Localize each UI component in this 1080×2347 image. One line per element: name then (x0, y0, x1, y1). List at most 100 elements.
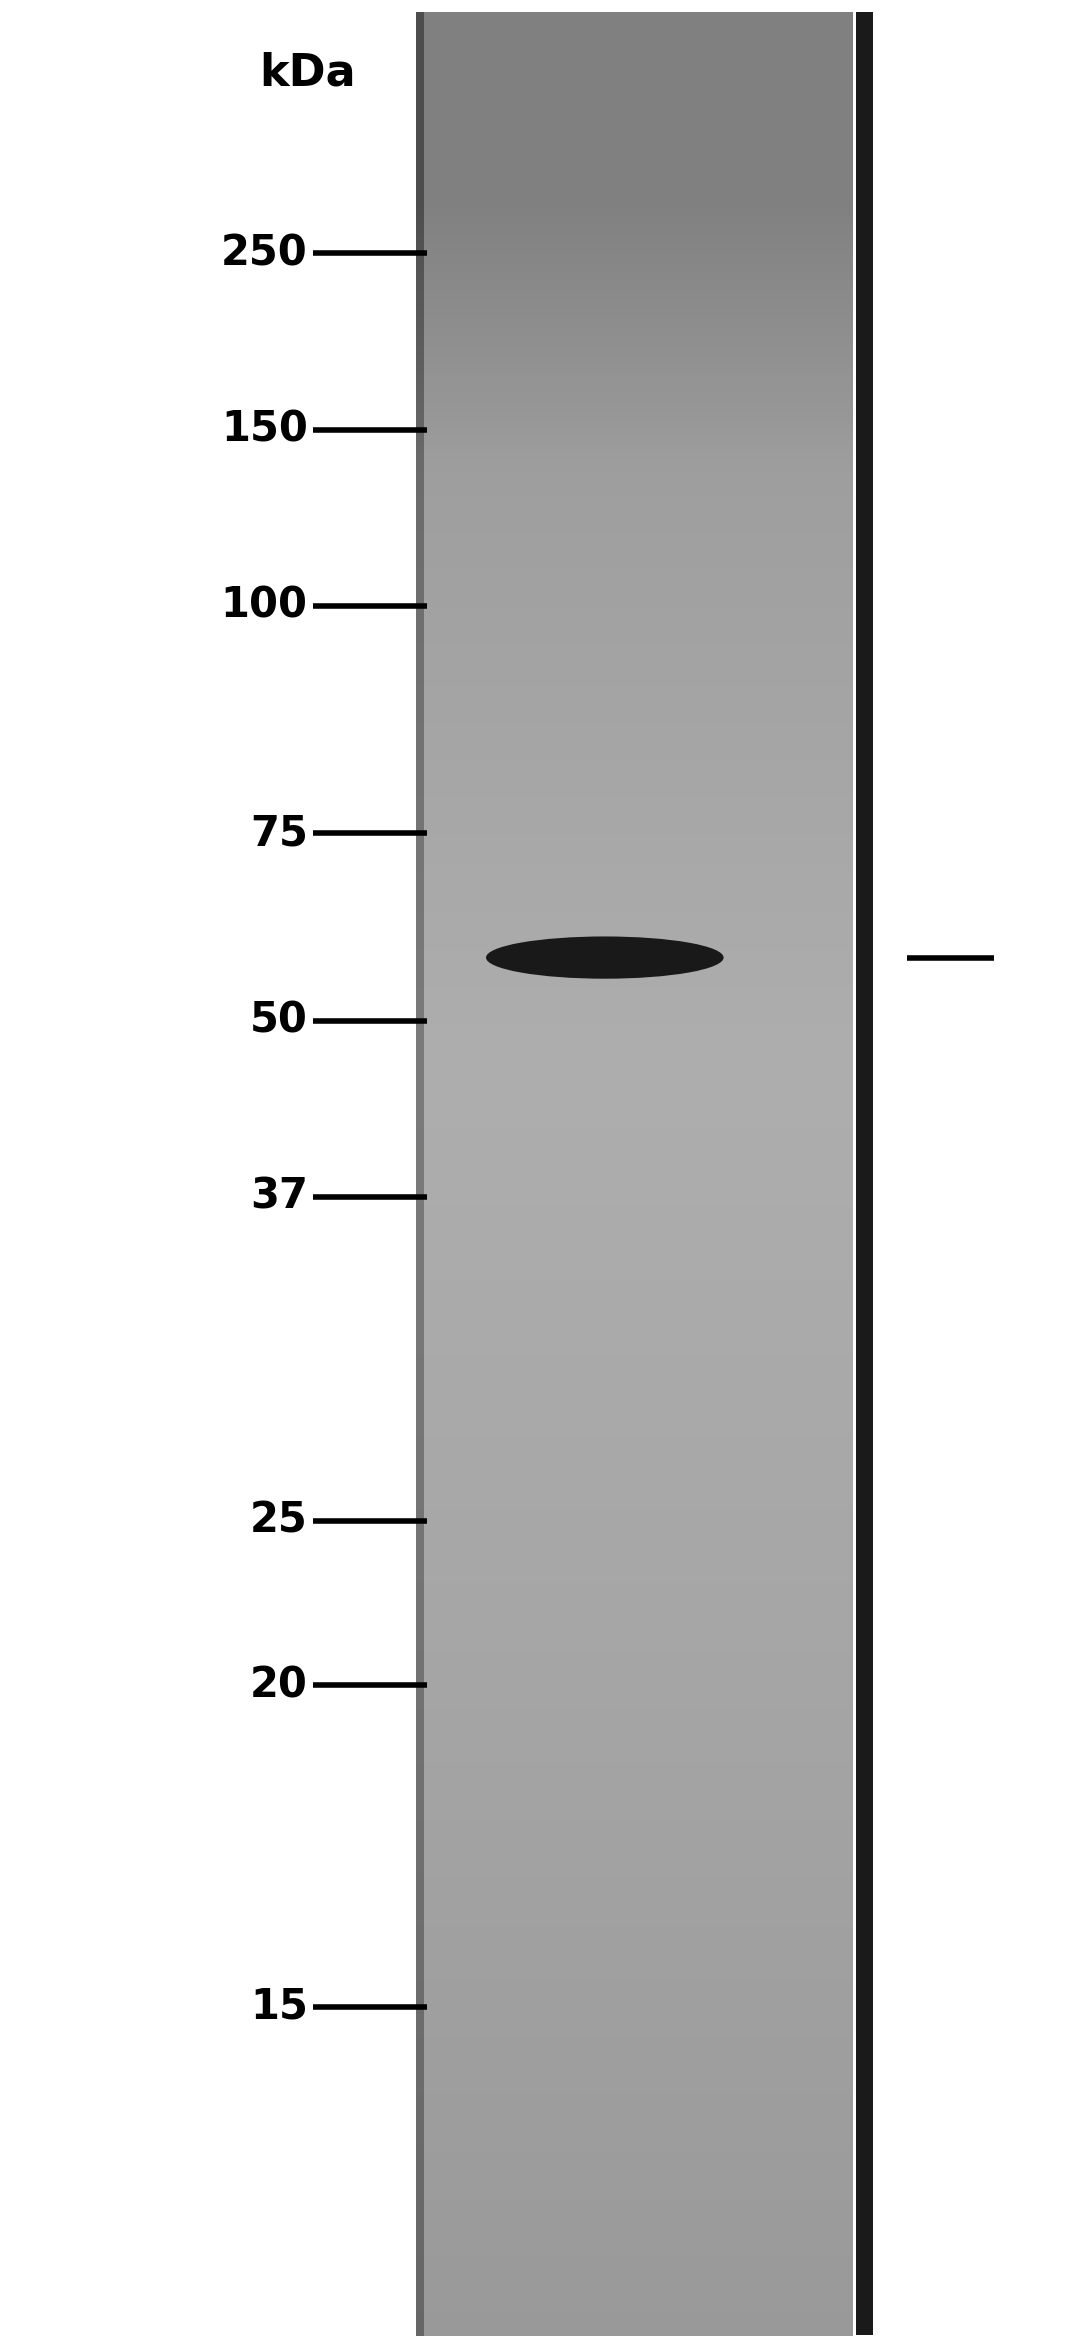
Bar (416, 1610, 424, 1617)
Bar (416, 875, 424, 882)
Bar (416, 1354, 424, 1361)
Bar (416, 1429, 424, 1434)
Bar (416, 718, 424, 723)
Bar (416, 1833, 853, 1840)
Bar (416, 343, 853, 347)
Bar (416, 2178, 853, 2183)
Bar (416, 392, 424, 399)
Bar (416, 1103, 853, 1110)
Bar (416, 1652, 424, 1657)
Bar (416, 519, 424, 523)
Bar (416, 1183, 853, 1188)
Bar (416, 1164, 424, 1171)
Bar (416, 1946, 853, 1950)
Bar (416, 458, 853, 465)
Bar (416, 2136, 424, 2140)
Bar (416, 467, 424, 474)
Bar (416, 202, 853, 209)
Bar (416, 2251, 853, 2258)
Bar (416, 1340, 853, 1347)
Bar (416, 2047, 424, 2054)
Bar (416, 239, 853, 246)
Bar (416, 807, 424, 812)
Bar (416, 1481, 853, 1486)
Bar (416, 1800, 424, 1807)
Bar (416, 556, 853, 561)
Bar (416, 1587, 424, 1594)
Bar (416, 1657, 853, 1662)
Bar (416, 1056, 424, 1063)
Bar (416, 378, 853, 385)
Bar (416, 880, 424, 887)
Bar (416, 1235, 853, 1239)
Bar (416, 2117, 424, 2122)
Bar (416, 2211, 424, 2216)
Bar (416, 2009, 424, 2016)
Bar (416, 770, 853, 775)
Bar (416, 425, 424, 432)
Bar (416, 1723, 853, 1727)
Bar (416, 974, 424, 979)
Bar (416, 2108, 853, 2112)
Bar (416, 291, 853, 296)
Bar (416, 1763, 853, 1770)
Bar (416, 2192, 853, 2197)
Bar (416, 1955, 853, 1960)
Bar (416, 430, 853, 437)
Bar (416, 737, 853, 742)
Bar (416, 1676, 853, 1680)
Bar (416, 2047, 853, 2054)
Bar (416, 596, 424, 603)
Bar (416, 1535, 424, 1542)
Bar (416, 723, 424, 728)
Bar (416, 21, 424, 26)
Bar (416, 2089, 424, 2096)
Bar (416, 699, 853, 706)
Bar (416, 821, 424, 826)
Bar (416, 92, 424, 96)
Bar (416, 2260, 424, 2267)
Bar (416, 106, 853, 110)
Bar (416, 1253, 853, 1258)
Bar (416, 885, 853, 892)
Bar (416, 1936, 424, 1941)
Bar (416, 96, 853, 101)
Bar (416, 2321, 853, 2328)
Bar (416, 411, 853, 418)
Bar (416, 723, 853, 728)
Bar (416, 1680, 424, 1685)
Bar (416, 875, 853, 882)
Bar (416, 1596, 424, 1603)
Bar (416, 1476, 853, 1481)
Bar (416, 150, 424, 157)
Bar (416, 1401, 853, 1408)
Bar (416, 2122, 424, 2126)
Bar (416, 807, 853, 812)
Bar (416, 1690, 853, 1695)
Bar (416, 1894, 853, 1899)
Bar (416, 1174, 853, 1178)
Bar (416, 615, 853, 622)
Bar (416, 1519, 424, 1523)
Bar (416, 817, 424, 821)
Bar (416, 681, 424, 688)
Bar (416, 434, 853, 441)
Bar (416, 1061, 424, 1068)
Bar (416, 1842, 424, 1849)
Bar (416, 936, 424, 943)
Bar (416, 951, 424, 955)
Bar (416, 368, 424, 376)
Bar (416, 1490, 424, 1495)
Bar (416, 1572, 853, 1580)
Text: 150: 150 (221, 408, 308, 451)
Bar (416, 1936, 853, 1941)
Bar (416, 1885, 853, 1889)
Text: 25: 25 (251, 1500, 308, 1542)
Bar (416, 969, 853, 974)
Bar (416, 439, 853, 446)
Bar (416, 49, 424, 54)
Bar (416, 1141, 853, 1148)
Bar (416, 1526, 424, 1533)
Bar (416, 378, 424, 385)
Bar (416, 826, 853, 831)
